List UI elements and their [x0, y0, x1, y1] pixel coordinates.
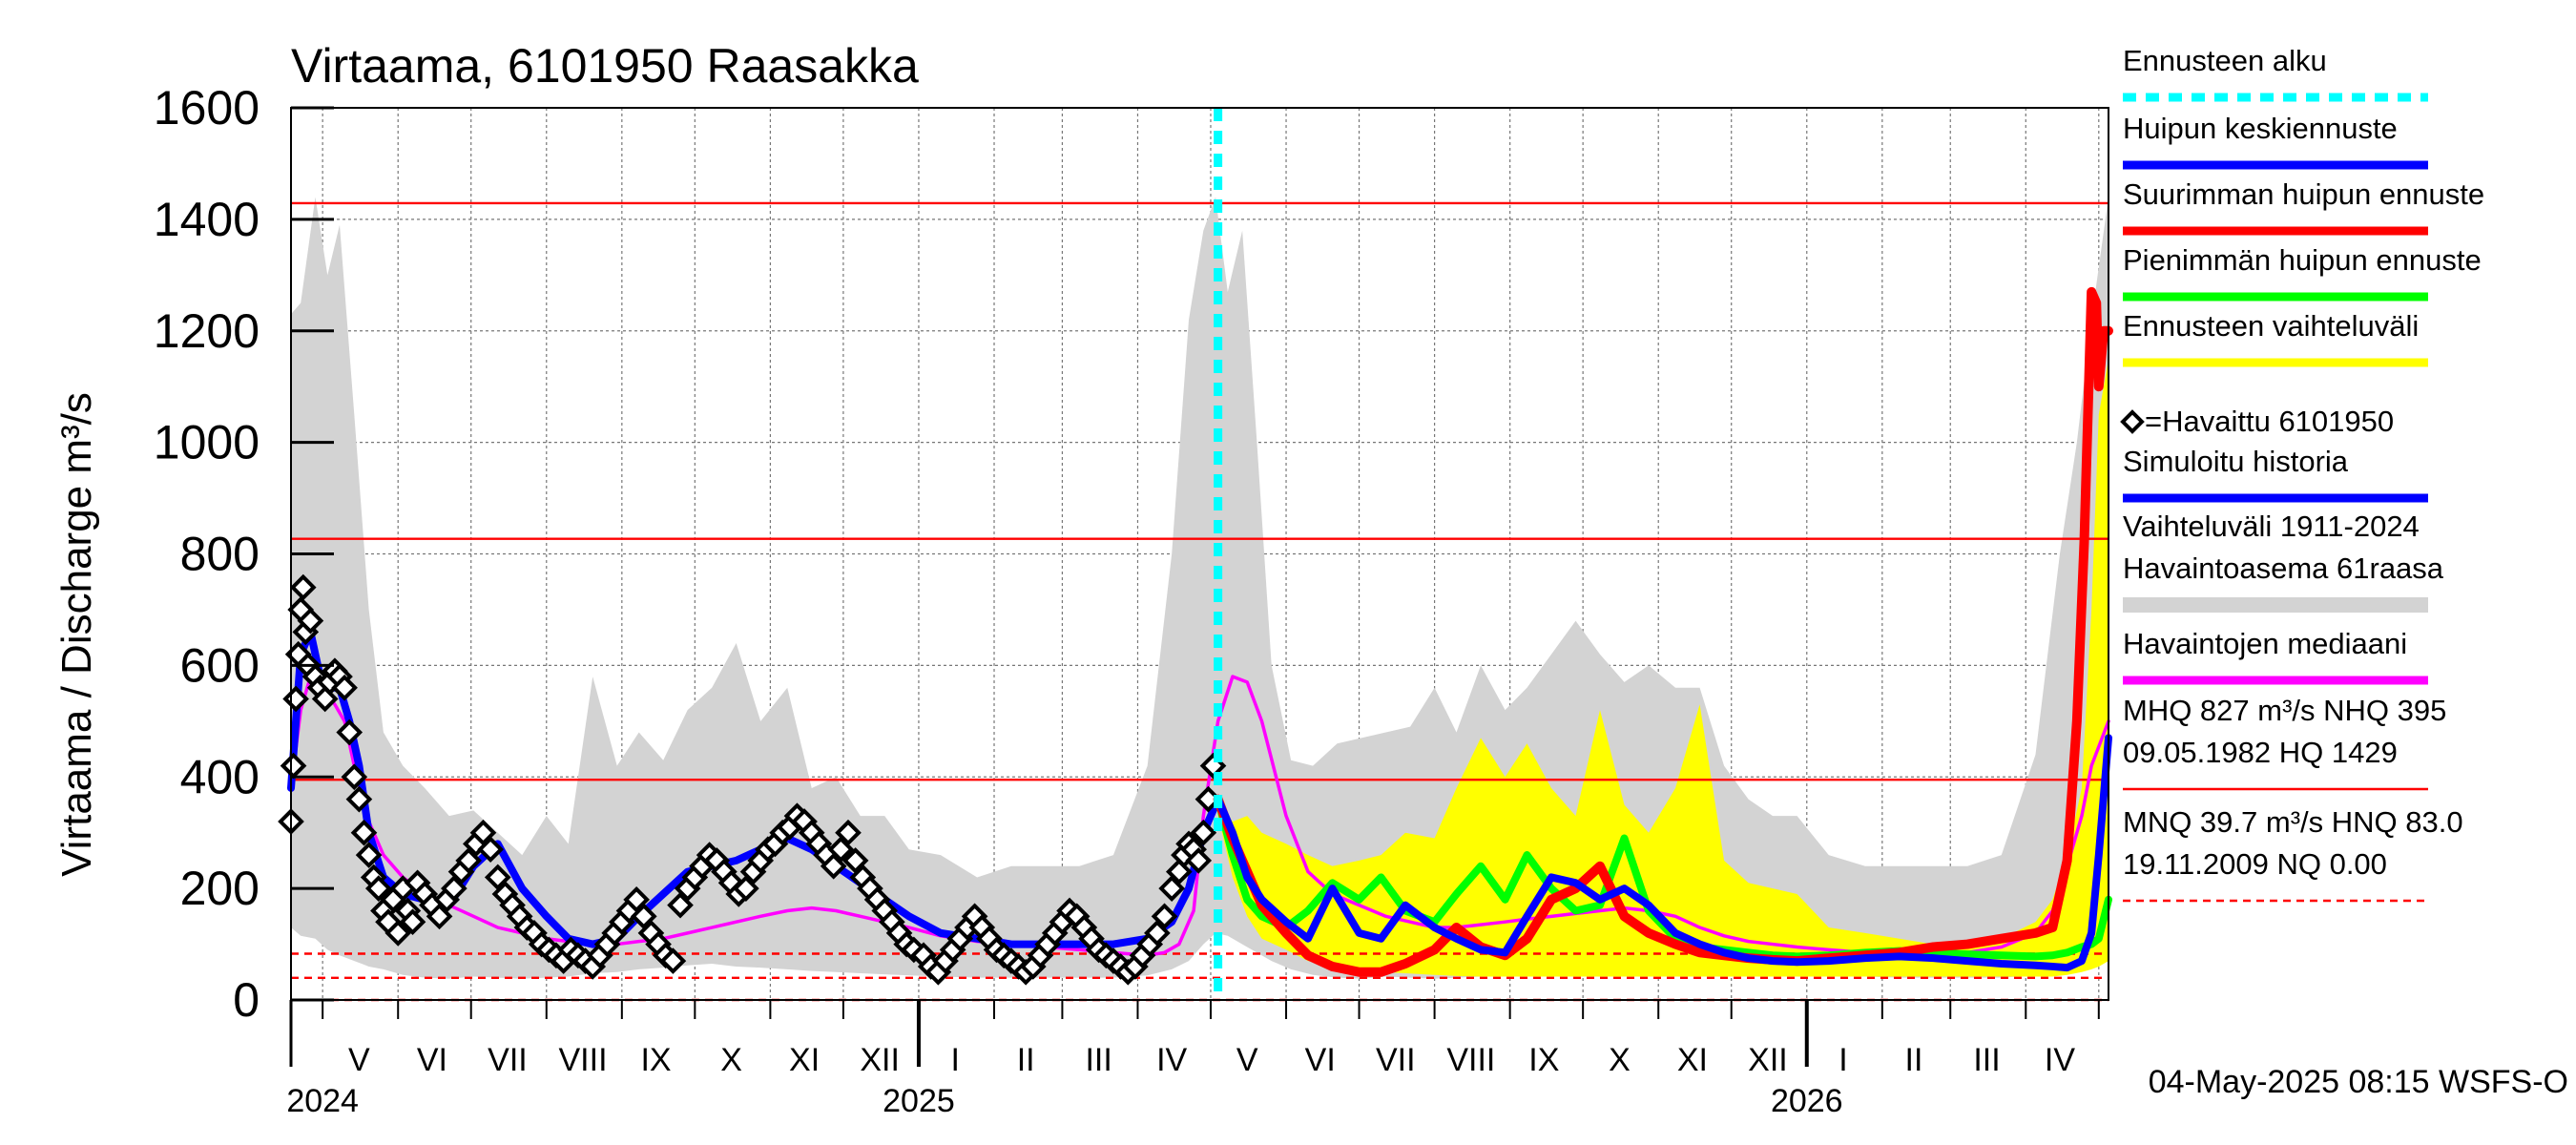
x-month-label: XI: [789, 1042, 820, 1078]
forecast-min-peak-line: [1214, 795, 2112, 961]
legend-label: Vaihteluväli 1911-2024: [2123, 510, 2420, 543]
x-month-label: I: [950, 1042, 959, 1078]
x-month-label: V: [1236, 1042, 1258, 1078]
y-axis-label: Virtaama / Discharge m³/s: [53, 392, 100, 877]
y-tick-label: 600: [180, 638, 260, 692]
observed-point: [1190, 819, 1217, 846]
observed-point: [345, 785, 373, 813]
forecast-max-peak-line: [1213, 286, 2113, 977]
observed-point: [341, 763, 368, 791]
observed-point: [841, 847, 869, 874]
observed-point: [820, 852, 847, 880]
legend-label-second-line: 09.05.1982 HQ 1429: [2123, 736, 2398, 769]
x-month-label: VIII: [1446, 1042, 1495, 1078]
observed-point: [1151, 903, 1178, 930]
legend-label: Pienimmän huipun ennuste: [2123, 243, 2482, 277]
median-line: [289, 675, 2110, 957]
y-tick-label: 200: [180, 862, 260, 915]
observed-point: [297, 607, 324, 635]
observed-point: [1158, 875, 1186, 902]
observed-point: [364, 875, 392, 902]
x-year-label: 2026: [1771, 1083, 1843, 1119]
forecast-mean-peak-line: [1214, 734, 2112, 972]
observed-point: [623, 885, 650, 913]
x-month-label: IV: [2045, 1042, 2075, 1078]
historical-range-area: [291, 197, 2109, 979]
x-month-label: X: [720, 1042, 742, 1078]
x-month-label: XII: [860, 1042, 900, 1078]
observed-point: [355, 842, 383, 868]
forecast-lines: [1213, 108, 2113, 1000]
x-month-label: XII: [1748, 1042, 1788, 1078]
legend-label: MHQ 827 m³/s NHQ 395: [2123, 694, 2446, 727]
x-month-label: II: [1905, 1042, 1923, 1078]
legend-label: Ennusteen vaihteluväli: [2123, 309, 2419, 343]
legend-label-second-line: 19.11.2009 NQ 0.00: [2123, 847, 2387, 881]
observed-point: [399, 908, 426, 936]
y-tick-label: 0: [233, 973, 260, 1027]
x-month-label: XI: [1677, 1042, 1708, 1078]
observed-point: [827, 836, 855, 864]
legend-label: =Havaittu 6101950: [2145, 405, 2394, 438]
observed-point: [289, 573, 317, 601]
observed-point: [667, 891, 694, 919]
legend-label: Huipun keskiennuste: [2123, 112, 2398, 145]
observed-point: [350, 819, 378, 846]
x-month-label: VI: [417, 1042, 447, 1078]
x-month-label: III: [1973, 1042, 2000, 1078]
x-month-label: III: [1085, 1042, 1111, 1078]
y-tick-label: 1200: [154, 304, 260, 358]
x-month-label: IX: [640, 1042, 671, 1078]
x-month-label: VII: [488, 1042, 528, 1078]
x-year-label: 2024: [286, 1083, 359, 1119]
y-tick-label: 400: [180, 750, 260, 803]
x-month-label: VIII: [559, 1042, 608, 1078]
observed-point: [835, 819, 862, 846]
legend-label: Simuloitu historia: [2123, 445, 2349, 478]
legend-label: Ennusteen alku: [2123, 44, 2327, 77]
legend-label: Havaintojen mediaani: [2123, 627, 2407, 660]
observed-point: [469, 819, 497, 846]
observed-point: [733, 875, 759, 902]
x-month-label: VII: [1376, 1042, 1416, 1078]
observed-point: [1185, 847, 1213, 874]
chart-title: Virtaama, 6101950 Raasakka: [291, 39, 919, 93]
legend-label: MNQ 39.7 m³/s HNQ 83.0: [2123, 805, 2463, 839]
legend-label: Suurimman huipun ennuste: [2123, 177, 2484, 211]
observed-point: [331, 674, 358, 701]
y-tick-label: 1400: [154, 193, 260, 246]
x-month-label: IV: [1156, 1042, 1187, 1078]
observed-point: [484, 864, 511, 891]
observed-point: [1144, 920, 1171, 947]
legend-label-second-line: Havaintoasema 61raasa: [2123, 552, 2444, 585]
observed-point: [384, 920, 412, 947]
observed-point: [426, 903, 453, 930]
y-tick-label: 800: [180, 528, 260, 581]
x-year-label: 2025: [883, 1083, 955, 1119]
observed-point: [455, 847, 482, 874]
x-month-label: VI: [1305, 1042, 1336, 1078]
legend-marker-observed: [2120, 409, 2145, 434]
observed-point: [477, 836, 504, 864]
observed-point: [630, 903, 657, 930]
observed-markers: [278, 573, 1227, 986]
x-month-label: II: [1017, 1042, 1035, 1078]
x-month-label: X: [1609, 1042, 1631, 1078]
observed-point: [659, 947, 687, 974]
y-tick-label: 1600: [154, 81, 260, 135]
x-month-label: V: [348, 1042, 370, 1078]
observed-point: [441, 875, 467, 902]
legend: Ennusteen alku Huipun keskiennuste Suurimm…: [2120, 44, 2484, 903]
y-tick-label: 1000: [154, 416, 260, 469]
x-month-label: IX: [1528, 1042, 1559, 1078]
historical-range-band: [291, 197, 2109, 979]
observed-point: [336, 718, 364, 746]
x-month-label: I: [1839, 1042, 1847, 1078]
footer-timestamp: 04-May-2025 08:15 WSFS-O: [2149, 1064, 2568, 1100]
